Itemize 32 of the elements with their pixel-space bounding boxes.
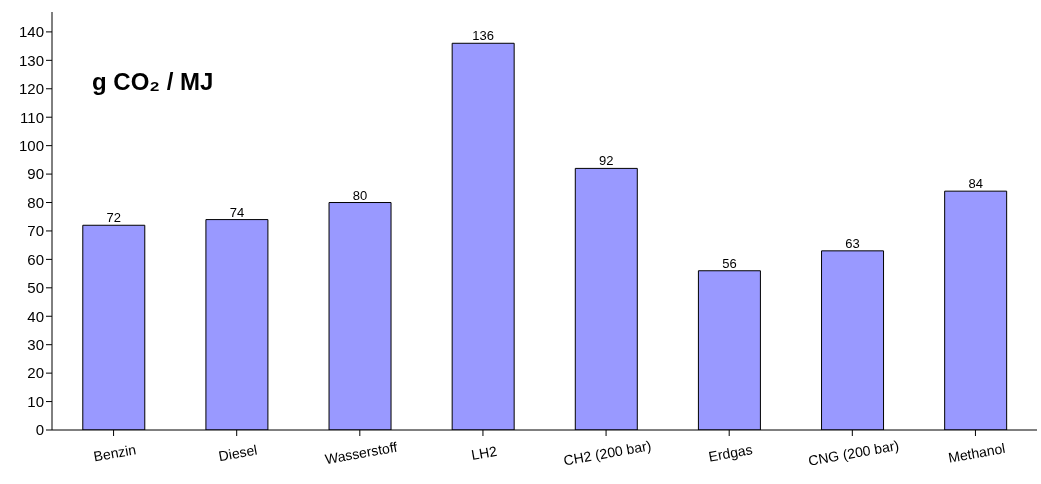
data-label: 72 (106, 210, 122, 226)
y-tick-label: 70 (27, 222, 44, 240)
y-tick-label: 10 (27, 392, 44, 410)
y-tick-label: 0 (35, 421, 44, 439)
x-tick-label: Methanol (946, 440, 1007, 466)
x-tick-label: Diesel (217, 441, 259, 465)
x-tick-label: CNG (200 bar) (806, 437, 901, 469)
y-tick-label: 50 (27, 279, 44, 297)
y-tick-label: 40 (27, 307, 44, 325)
y-tick-label: 130 (18, 51, 44, 69)
data-label: 92 (599, 153, 614, 169)
y-tick-label: 20 (27, 364, 44, 382)
y-tick-label: 120 (18, 80, 44, 98)
x-tick-label: Erdgas (707, 441, 754, 465)
data-label: 84 (968, 176, 983, 192)
y-tick-label: 110 (20, 108, 44, 126)
y-tick-label: 60 (27, 250, 44, 268)
y-tick-label: 90 (27, 165, 44, 183)
y-tick-label: 80 (27, 193, 44, 211)
x-tick-label: LH2 (470, 442, 499, 463)
data-label: 63 (845, 235, 860, 251)
data-label: 136 (472, 28, 495, 44)
y-tick-label: 100 (18, 136, 44, 154)
x-tick-label: Wasserstoff (323, 438, 399, 468)
y-tick-label: 30 (27, 336, 44, 354)
data-label: 56 (722, 255, 737, 271)
x-tick-label: Benzin (92, 441, 138, 465)
data-label: 80 (352, 187, 368, 203)
y-tick-label: 140 (18, 23, 44, 41)
x-tick-label: CH2 (200 bar) (562, 437, 653, 469)
text: g CO₂ / MJ (92, 68, 214, 96)
data-label: 74 (229, 204, 245, 220)
